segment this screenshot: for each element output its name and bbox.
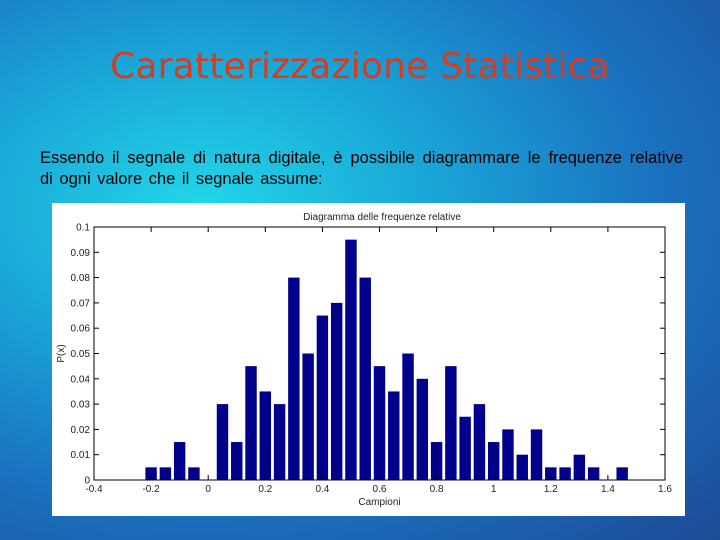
x-tick-label: 0.4 [315, 484, 329, 495]
bar [316, 315, 329, 480]
x-tick-label: 0.8 [430, 484, 444, 495]
bar [245, 366, 257, 480]
bar [616, 467, 628, 480]
x-tick-label: 1.4 [601, 484, 615, 495]
chart-panel: Diagramma delle frequenze relative -0.4 -… [52, 203, 685, 516]
bar [231, 442, 243, 480]
bar [302, 353, 314, 480]
bar [530, 429, 543, 480]
bar [430, 442, 443, 480]
bar [330, 302, 343, 480]
y-tick-label: 0.05 [71, 349, 91, 360]
x-tick-label: -0.4 [85, 484, 103, 495]
y-axis-label: P(x) [56, 344, 67, 362]
bar [573, 454, 586, 480]
bar [159, 467, 172, 480]
x-tick-label: 1 [491, 484, 497, 495]
y-tick-label: 0.06 [71, 324, 91, 335]
x-tick-label: -0.2 [142, 484, 160, 495]
y-tick-label: 0.02 [71, 425, 91, 436]
bar [345, 239, 357, 480]
x-tick-label: 1.2 [544, 484, 558, 495]
bar [173, 442, 186, 480]
chart-title: Diagramma delle frequenze relative [303, 212, 461, 223]
bar [259, 391, 272, 480]
y-tick-label: 0.08 [71, 273, 91, 284]
bar [587, 467, 600, 480]
y-tick-label: 0.04 [71, 374, 91, 385]
slide-title: Caratterizzazione Statistica [110, 46, 610, 87]
x-tick-label: 0.2 [258, 484, 272, 495]
y-tick-label: 0.01 [71, 450, 91, 461]
bar-chart: Diagramma delle frequenze relative -0.4 -… [56, 212, 672, 508]
bar [416, 378, 429, 480]
bar [516, 454, 528, 480]
bar [487, 442, 500, 480]
bar [545, 467, 557, 480]
bar [359, 277, 371, 480]
bar [373, 366, 386, 480]
bar [388, 391, 400, 480]
x-tick-label: 0 [205, 484, 211, 495]
bar [445, 366, 457, 480]
y-tick-label: 0.03 [71, 400, 91, 411]
x-tick-label: 1.6 [658, 484, 672, 495]
y-tick-label: 0.1 [76, 223, 90, 234]
x-axis-label: Campioni [358, 497, 400, 508]
bar [502, 429, 514, 480]
bar [473, 404, 486, 480]
y-tick-label: 0.09 [71, 248, 91, 259]
bar [273, 404, 286, 480]
bar [188, 467, 200, 480]
slide-body-text: Essendo il segnale di natura digitale, è… [40, 149, 683, 188]
y-tick-label: 0.07 [71, 298, 91, 309]
bar [216, 404, 229, 480]
bar [288, 277, 300, 480]
x-tick-label: 0.6 [373, 484, 387, 495]
bar [402, 353, 414, 480]
bar [459, 416, 471, 480]
bar [145, 467, 157, 480]
y-tick-label: 0 [84, 476, 90, 487]
bar [559, 467, 571, 480]
